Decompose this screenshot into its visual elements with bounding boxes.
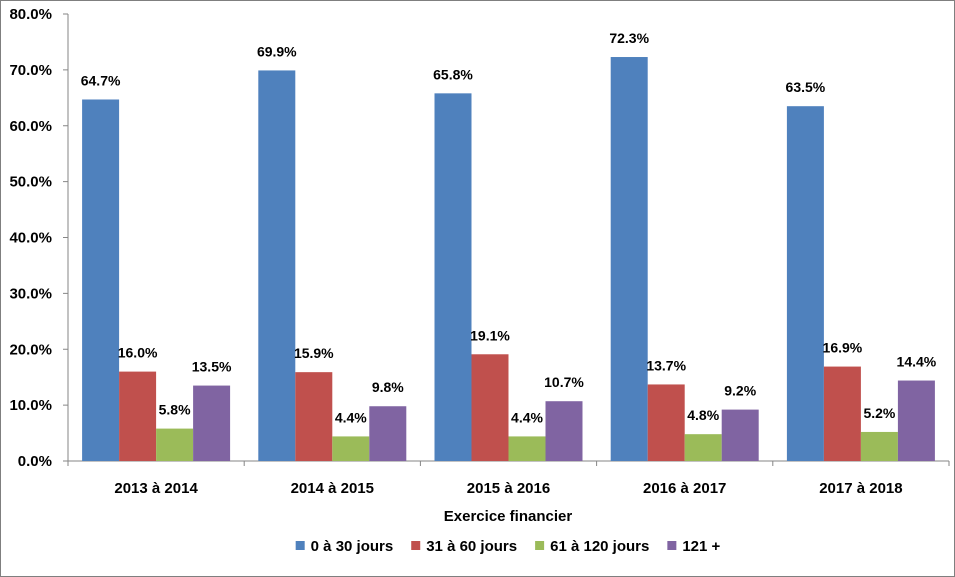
x-category-label: 2013 à 2014 (114, 480, 198, 497)
data-label: 13.5% (192, 359, 232, 375)
bar (471, 354, 509, 461)
bar (610, 57, 648, 462)
data-label: 4.4% (335, 409, 367, 425)
legend-swatch (535, 541, 545, 550)
bar (823, 366, 861, 461)
y-tick-label: 0.0% (18, 453, 52, 470)
legend-label: 31 à 60 jours (426, 538, 517, 555)
y-tick-label: 80.0% (9, 6, 52, 23)
data-label: 5.8% (159, 402, 191, 418)
x-axis-title: Exercice financier (444, 508, 573, 525)
legend-item: 61 à 120 jours (535, 538, 649, 555)
y-tick-label: 60.0% (9, 118, 52, 135)
bar (369, 406, 407, 461)
legend-swatch (411, 541, 421, 550)
bar (860, 431, 898, 461)
bar (647, 384, 685, 461)
data-label: 13.7% (646, 357, 686, 373)
legend-label: 121 + (682, 538, 720, 555)
y-tick-label: 30.0% (9, 285, 52, 302)
data-label: 10.7% (544, 374, 584, 390)
data-label: 16.0% (118, 345, 158, 361)
bar (82, 99, 120, 462)
y-tick-label: 40.0% (9, 230, 52, 247)
bar (545, 401, 583, 461)
bars (82, 57, 935, 462)
data-label: 4.8% (687, 407, 719, 423)
bar (119, 371, 157, 461)
x-category-label: 2017 à 2018 (819, 480, 902, 497)
bar (332, 436, 370, 461)
data-label: 5.2% (863, 405, 895, 421)
y-tick-label: 70.0% (9, 62, 52, 79)
bar (295, 372, 333, 461)
y-tick-label: 50.0% (9, 174, 52, 191)
legend-label: 0 à 30 jours (311, 538, 394, 555)
data-label: 63.5% (786, 79, 826, 95)
legend-item: 31 à 60 jours (411, 538, 517, 555)
bar (156, 428, 194, 461)
y-tick-label: 20.0% (9, 341, 52, 358)
legend-label: 61 à 120 jours (550, 538, 649, 555)
x-category-label: 2014 à 2015 (291, 480, 374, 497)
bar (193, 385, 231, 461)
bar (786, 106, 824, 461)
data-label: 15.9% (294, 345, 334, 361)
x-axis-categories: 2013 à 2014 2014 à 2015 2015 à 2016 2016 à … (67, 461, 950, 497)
x-category-label: 2016 à 2017 (643, 480, 726, 497)
data-label: 14.4% (897, 354, 937, 370)
bar (508, 436, 546, 461)
bar (897, 380, 935, 461)
bar (684, 434, 722, 461)
data-label: 69.9% (257, 43, 297, 59)
data-label: 64.7% (81, 72, 121, 88)
legend-item: 121 + (667, 538, 721, 555)
x-category-label: 2015 à 2016 (467, 480, 550, 497)
bar (434, 93, 472, 461)
data-label: 72.3% (609, 30, 649, 46)
data-label: 9.2% (724, 383, 756, 399)
bar (258, 70, 296, 461)
y-axis-ticks: 0.0% 10.0% 20.0% 30.0% 40.0% 50.0% 60.0% 70.0% 8… (9, 6, 68, 470)
data-label: 4.4% (511, 409, 543, 425)
data-label: 19.1% (470, 327, 510, 343)
legend: 0 à 30 jours 31 à 60 jours 61 à 120 jours 1… (295, 538, 721, 555)
data-label: 65.8% (433, 66, 473, 82)
data-labels: 64.7% 16.0% 5.8% 13.5% 69.9% 15.9% 4.4% 9.8% 65.… (81, 30, 937, 425)
data-label: 9.8% (372, 379, 404, 395)
legend-swatch (667, 541, 677, 550)
legend-swatch (295, 541, 305, 550)
y-tick-label: 10.0% (9, 397, 52, 414)
bar (721, 409, 759, 461)
data-label: 16.9% (823, 340, 863, 356)
legend-item: 0 à 30 jours (295, 538, 394, 555)
